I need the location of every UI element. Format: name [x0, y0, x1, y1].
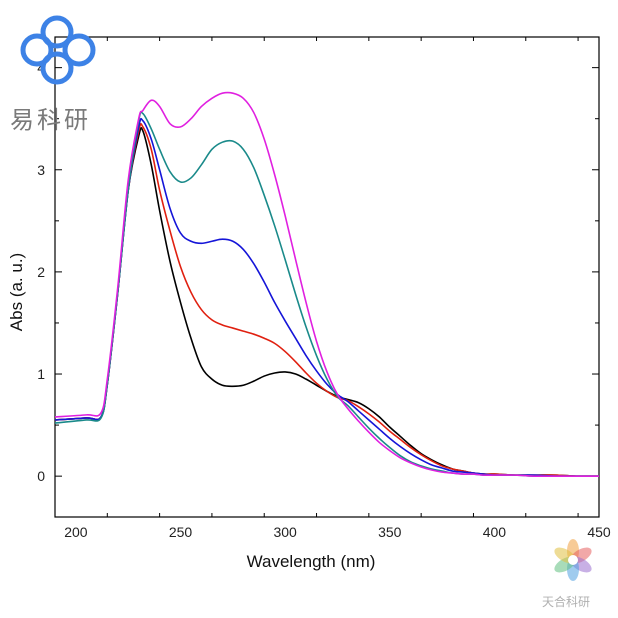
x-tick-label: 250	[169, 524, 193, 540]
series-layer	[54, 91, 600, 478]
x-axis-title: Wavelength (nm)	[247, 552, 376, 571]
watermark-center	[568, 555, 578, 565]
watermark-swirl-icon	[554, 539, 592, 581]
series-line-4	[54, 111, 599, 478]
y-axis-title: Abs (a. u.)	[7, 253, 26, 331]
series-line-2	[54, 123, 600, 478]
x-tick-label: 200	[64, 524, 88, 540]
y-tick-label: 1	[37, 366, 45, 382]
watermark: 天合科研	[542, 539, 592, 609]
series-line-3	[54, 117, 599, 478]
axis-ticks	[54, 37, 599, 517]
y-tick-label: 0	[37, 468, 45, 484]
logo-rings-icon	[20, 15, 96, 85]
x-tick-label: 300	[273, 524, 297, 540]
series-line-1	[54, 127, 600, 478]
logo: 易科研	[10, 15, 96, 134]
y-tick-label: 2	[37, 264, 45, 280]
watermark-text: 天合科研	[542, 594, 590, 609]
y-tick-label: 3	[37, 162, 45, 178]
series-line-5	[54, 91, 599, 478]
x-tick-label: 450	[587, 524, 611, 540]
x-tick-label: 400	[483, 524, 507, 540]
logo-text: 易科研	[10, 106, 91, 134]
plot-frame	[54, 36, 600, 518]
x-tick-label: 350	[378, 524, 402, 540]
